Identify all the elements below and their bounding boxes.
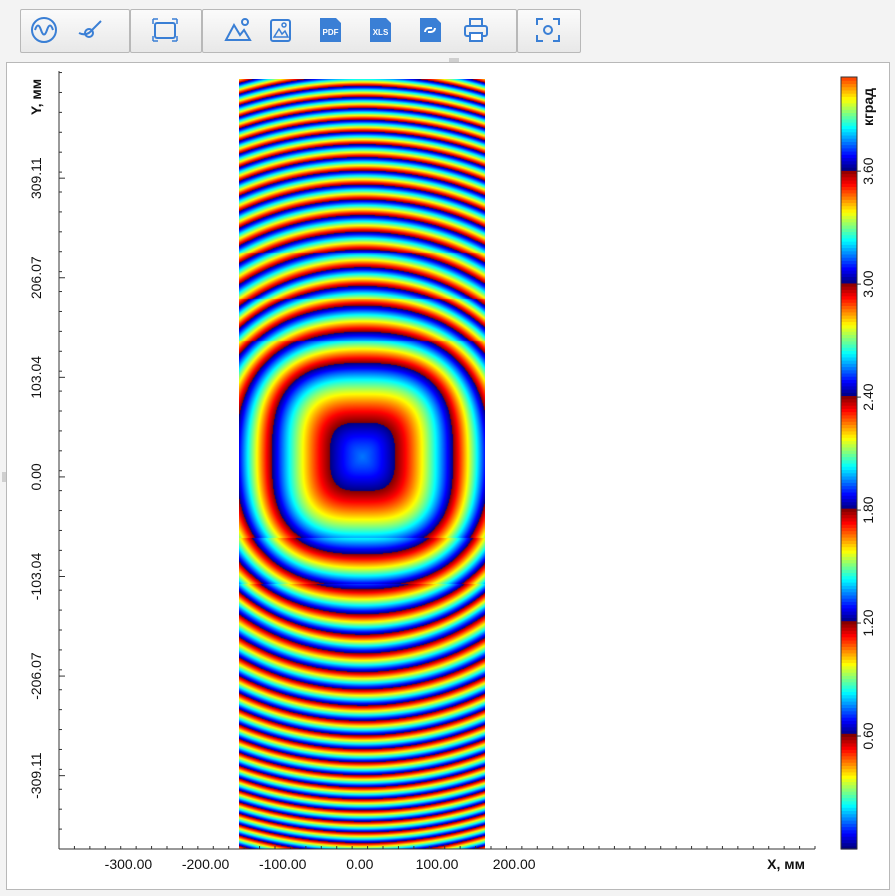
image-export-icon [265, 15, 295, 45]
cursor-probe-icon [75, 15, 105, 45]
svg-text:XLS: XLS [373, 28, 389, 37]
x-axis: -300.00 -200.00 -100.00 0.00 100.00 200.00 [59, 846, 815, 872]
y-tick-label: 103.04 [28, 356, 44, 399]
colorbar-tick-label: 1.80 [860, 496, 876, 523]
waveform-icon [29, 15, 59, 45]
colorbar-tick-label: 0.60 [860, 722, 876, 749]
colorbar-tick-label: 2.40 [860, 383, 876, 410]
colorbar-tick-label: 3.00 [860, 270, 876, 297]
link-copy-button[interactable] [412, 12, 448, 48]
colorbar-ticks: 0.60 1.20 1.80 2.40 3.00 3.60 [857, 157, 876, 749]
landscape-image-icon [223, 15, 253, 45]
link-copy-icon [415, 15, 445, 45]
pdf-export-button[interactable]: PDF [312, 12, 348, 48]
colorbar [841, 77, 857, 850]
print-icon [461, 15, 491, 45]
heatmap-raster [239, 79, 485, 849]
x-tick-label: 100.00 [416, 856, 459, 872]
heatmap-plot[interactable]: -300.00 -200.00 -100.00 0.00 100.00 200.00 30… [7, 63, 889, 889]
y-tick-label: 0.00 [28, 463, 44, 490]
x-tick-label: -200.00 [182, 856, 230, 872]
pdf-export-icon: PDF [315, 15, 345, 45]
heatmap-image [239, 79, 485, 849]
colorbar-tick-label: 1.20 [860, 609, 876, 636]
toolbar: PDF XLS [0, 0, 895, 57]
cursor-probe-button[interactable] [72, 12, 108, 48]
colorbar-tick-label: 3.60 [860, 157, 876, 184]
y-tick-label: 206.07 [28, 256, 44, 299]
landscape-image-button[interactable] [220, 12, 256, 48]
image-export-button[interactable] [262, 12, 298, 48]
y-tick-label: -309.11 [28, 752, 44, 799]
x-axis-title: X, мм [767, 856, 805, 872]
y-axis-title: Y, мм [28, 79, 44, 115]
colorbar-segment [841, 77, 857, 81]
y-tick-label: 309.11 [28, 157, 44, 199]
x-tick-label: 200.00 [493, 856, 536, 872]
waveform-button[interactable] [26, 12, 62, 48]
xls-export-button[interactable]: XLS [362, 12, 398, 48]
y-axis: 309.11 206.07 103.04 0.00 -103.04 -206.07 -309… [28, 71, 65, 849]
print-button[interactable] [458, 12, 494, 48]
x-tick-label: 0.00 [346, 856, 373, 872]
svg-text:PDF: PDF [323, 28, 339, 37]
fit-to-window-icon [533, 15, 563, 45]
x-tick-label: -300.00 [105, 856, 153, 872]
colorbar-title: кград [860, 88, 876, 126]
x-tick-label: -100.00 [259, 856, 307, 872]
y-tick-label: -206.07 [28, 652, 44, 700]
y-tick-label: -103.04 [28, 553, 44, 601]
plot-frame: -300.00 -200.00 -100.00 0.00 100.00 200.00 30… [6, 62, 890, 890]
fit-to-window-button[interactable] [530, 12, 566, 48]
frame-select-icon [150, 15, 180, 45]
frame-select-button[interactable] [147, 12, 183, 48]
xls-export-icon: XLS [365, 15, 395, 45]
